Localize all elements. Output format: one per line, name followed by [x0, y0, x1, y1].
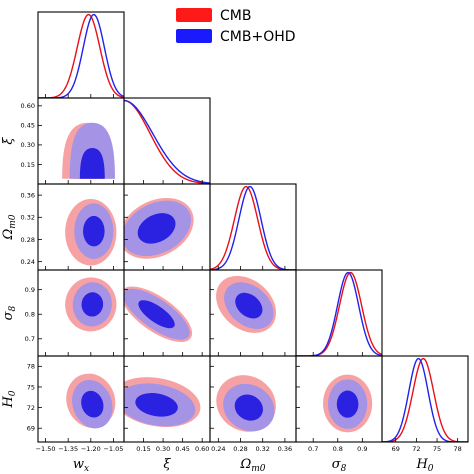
x-tick-label-3-2: 0.9: [357, 445, 367, 453]
marginal-line-cmb-ohd-1: [124, 99, 210, 184]
legend: CMB CMB+OHD: [176, 8, 296, 45]
y-tick-label-1-2: 0.45: [21, 122, 35, 130]
x-tick-label-0-1: −1.35: [58, 445, 78, 453]
marginal-line-cmb-ohd-3: [296, 271, 382, 356]
x-axis-label-4: H0: [415, 457, 433, 474]
x-tick-label-0-2: −1.20: [81, 445, 101, 453]
y-axis-label-4: H0: [1, 390, 18, 408]
y-tick-label-2-0: 0.24: [21, 258, 35, 266]
x-tick-label-4-2: 75: [433, 445, 441, 453]
marginal-line-cmb-4: [382, 357, 468, 442]
contour-panel-3-2: [216, 275, 277, 333]
x-tick-label-3-1: 0.8: [333, 445, 343, 453]
contour-cmb-ohd-1sigma: [83, 215, 105, 247]
y-tick-label-2-2: 0.32: [21, 214, 35, 222]
contour-cmb-ohd-1sigma: [234, 394, 263, 421]
contour-cmb-ohd-1sigma: [137, 213, 176, 244]
contour-cmb-ohd-1sigma: [135, 393, 178, 417]
x-tick-label-4-3: 78: [454, 445, 462, 453]
x-tick-label-1-0: 0.15: [136, 445, 150, 453]
marginal-line-cmb-ohd-4: [382, 357, 468, 442]
contour-panel-4-3: [323, 374, 373, 433]
contour-panel-4-2: [216, 375, 276, 432]
contour-cmb-ohd-1sigma: [235, 292, 263, 319]
marginal-panel-0: [38, 13, 124, 98]
contour-panel-4-0: [66, 373, 116, 429]
marginal-line-cmb-2: [210, 185, 296, 270]
contour-panel-3-0: [65, 277, 117, 332]
legend-swatch-cmb: [176, 8, 212, 22]
x-axis-label-1: ξ: [163, 457, 171, 472]
y-tick-label-1-1: 0.30: [21, 141, 35, 149]
y-tick-label-3-1: 0.8: [25, 311, 35, 319]
contour-panel-3-1: [124, 286, 193, 342]
contour-panel-1-0: [62, 122, 115, 179]
contour-panel-2-0: [65, 198, 117, 266]
marginal-panel-1: [124, 99, 210, 184]
x-tick-label-0-0: −1.50: [36, 445, 56, 453]
marginal-panel-2: [210, 185, 296, 270]
contour-cmb-ohd-1sigma: [79, 147, 105, 179]
legend-label-cmb-ohd: CMB+OHD: [220, 29, 296, 45]
y-axis-label-2: Ωm0: [1, 214, 18, 240]
legend-label-cmb: CMB: [220, 8, 251, 24]
marginal-panel-4: [382, 357, 468, 442]
x-tick-label-3-0: 0.7: [308, 445, 318, 453]
y-tick-label-3-2: 0.9: [25, 286, 35, 294]
contour-panel-2-1: [124, 197, 194, 259]
contour-cmb-ohd-1sigma: [81, 292, 104, 317]
y-tick-label-1-0: 0.15: [21, 161, 35, 169]
x-tick-label-1-3: 0.60: [195, 445, 209, 453]
y-tick-label-4-3: 78: [27, 363, 35, 371]
legend-swatch-cmb-ohd: [176, 29, 212, 43]
y-tick-label-2-1: 0.28: [21, 236, 35, 244]
contour-cmb-ohd-1sigma: [138, 300, 175, 329]
marginal-line-cmb-ohd-2: [210, 185, 296, 270]
y-axis-label-1: ξ: [1, 137, 16, 145]
y-tick-label-4-0: 69: [27, 425, 35, 433]
contour-panel-4-1: [124, 377, 201, 428]
y-tick-label-3-0: 0.7: [25, 335, 35, 343]
panels-layer: [38, 13, 468, 442]
marginal-panel-3: [296, 271, 382, 356]
x-axis-label-0: wx: [73, 457, 89, 474]
x-tick-label-1-2: 0.45: [175, 445, 189, 453]
y-tick-label-2-3: 0.36: [21, 191, 35, 199]
y-tick-label-4-1: 72: [27, 404, 35, 412]
x-tick-label-2-1: 0.28: [233, 445, 247, 453]
contour-cmb-ohd-1sigma: [81, 390, 104, 418]
x-axis-label-3: σ8: [332, 457, 347, 474]
x-tick-label-4-0: 69: [392, 445, 400, 453]
x-tick-label-2-0: 0.24: [211, 445, 225, 453]
contour-cmb-ohd-1sigma: [336, 390, 359, 418]
panel-frame-4-4: [381, 355, 469, 443]
x-tick-label-2-3: 0.36: [278, 445, 292, 453]
x-tick-label-0-3: −1.05: [103, 445, 123, 453]
x-tick-label-1-1: 0.30: [156, 445, 170, 453]
y-tick-label-4-2: 75: [27, 383, 35, 391]
y-axis-label-3: σ8: [1, 305, 18, 320]
y-tick-label-1-3: 0.60: [21, 102, 35, 110]
x-tick-label-2-2: 0.32: [255, 445, 269, 453]
x-axis-label-2: Ωm0: [239, 457, 265, 474]
x-tick-label-4-1: 72: [412, 445, 420, 453]
marginal-line-cmb-1: [124, 99, 210, 184]
